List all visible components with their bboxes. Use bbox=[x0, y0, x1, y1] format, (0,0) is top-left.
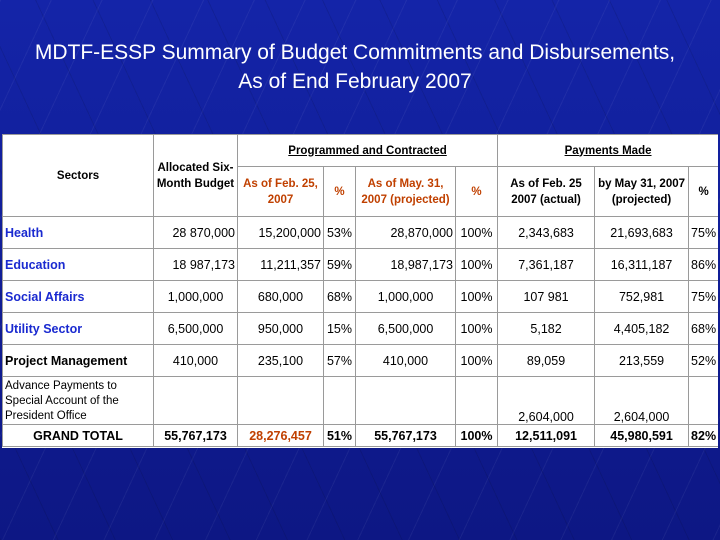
payments-feb-value: 5,182 bbox=[497, 312, 596, 345]
total-payments-may: 45,980,591 bbox=[594, 424, 690, 447]
payments-pct: 75% bbox=[688, 216, 718, 249]
advance-payments-feb: 2,604,000 bbox=[497, 376, 596, 425]
payments-feb-value: 107 981 bbox=[497, 280, 596, 313]
sector-name: Utility Sector bbox=[2, 312, 154, 345]
programmed-may-value: 6,500,000 bbox=[355, 312, 456, 345]
programmed-may-value: 410,000 bbox=[355, 344, 456, 377]
empty-cell bbox=[688, 376, 718, 425]
total-programmed-feb: 28,276,457 bbox=[237, 424, 324, 447]
empty-cell bbox=[153, 376, 238, 425]
header-programmed-group: Programmed and Contracted bbox=[236, 134, 499, 167]
programmed-may-pct: 100% bbox=[454, 312, 499, 345]
programmed-feb-value: 235,100 bbox=[237, 344, 324, 377]
payments-feb-value: 2,343,683 bbox=[497, 216, 596, 249]
advance-label: Advance Payments to Special Account of t… bbox=[2, 376, 154, 425]
table-row: Utility Sector 6,500,000 950,000 15% 6,5… bbox=[2, 312, 718, 345]
programmed-feb-value: 680,000 bbox=[237, 280, 324, 313]
sector-name: Health bbox=[2, 216, 154, 249]
payments-feb-value: 89,059 bbox=[497, 344, 596, 377]
payments-pct: 52% bbox=[688, 344, 718, 377]
grand-total-label: GRAND TOTAL bbox=[2, 424, 154, 447]
header-sectors: Sectors bbox=[2, 134, 154, 217]
sector-name: Project Management bbox=[2, 344, 154, 377]
payments-may-value: 16,311,187 bbox=[594, 248, 690, 281]
total-allocated: 55,767,173 bbox=[153, 424, 238, 447]
allocated-value: 6,500,000 bbox=[153, 312, 238, 345]
payments-may-value: 752,981 bbox=[594, 280, 690, 313]
programmed-may-pct: 100% bbox=[454, 280, 499, 313]
programmed-may-pct: 100% bbox=[454, 344, 499, 377]
programmed-feb-pct: 68% bbox=[323, 280, 356, 313]
total-payments-pct: 82% bbox=[688, 424, 718, 447]
header-payments-feb: As of Feb. 25 2007 (actual) bbox=[497, 166, 596, 217]
header-row-sub: As of Feb. 25, 2007 % As of May. 31, 200… bbox=[3, 166, 718, 217]
header-pct-3: % bbox=[688, 166, 718, 217]
table-row-advance: Advance Payments to Special Account of t… bbox=[2, 376, 718, 425]
programmed-feb-pct: 57% bbox=[323, 344, 356, 377]
table-row: Project Management 410,000 235,100 57% 4… bbox=[2, 344, 718, 377]
empty-cell bbox=[454, 376, 499, 425]
programmed-feb-pct: 59% bbox=[323, 248, 356, 281]
allocated-value: 410,000 bbox=[153, 344, 238, 377]
total-programmed-may: 55,767,173 bbox=[355, 424, 456, 447]
programmed-may-value: 28,870,000 bbox=[355, 216, 456, 249]
programmed-feb-pct: 15% bbox=[323, 312, 356, 345]
payments-pct: 86% bbox=[688, 248, 718, 281]
header-payments-may: by May 31, 2007 (projected) bbox=[594, 166, 690, 217]
header-pct-2: % bbox=[454, 166, 499, 217]
programmed-may-value: 18,987,173 bbox=[355, 248, 456, 281]
empty-cell bbox=[323, 376, 356, 425]
payments-may-value: 21,693,683 bbox=[594, 216, 690, 249]
payments-pct: 68% bbox=[688, 312, 718, 345]
total-programmed-may-pct: 100% bbox=[454, 424, 499, 447]
programmed-may-pct: 100% bbox=[454, 248, 499, 281]
sector-name: Education bbox=[2, 248, 154, 281]
payments-may-value: 213,559 bbox=[594, 344, 690, 377]
programmed-feb-pct: 53% bbox=[323, 216, 356, 249]
allocated-value: 1,000,000 bbox=[153, 280, 238, 313]
budget-table-container: Sectors Allocated Six-Month Budget Progr… bbox=[2, 134, 718, 448]
programmed-may-pct: 100% bbox=[454, 216, 499, 249]
grand-total-row: GRAND TOTAL 55,767,173 28,276,457 51% 55… bbox=[2, 424, 718, 447]
header-as-of-may: As of May. 31, 2007 (projected) bbox=[355, 166, 456, 217]
payments-may-value: 4,405,182 bbox=[594, 312, 690, 345]
allocated-value: 28 870,000 bbox=[153, 216, 238, 249]
table-row: Social Affairs 1,000,000 680,000 68% 1,0… bbox=[2, 280, 718, 313]
slide-title: MDTF-ESSP Summary of Budget Commitments … bbox=[34, 41, 676, 93]
programmed-feb-value: 15,200,000 bbox=[237, 216, 324, 249]
header-payments-group: Payments Made bbox=[497, 134, 718, 167]
payments-pct: 75% bbox=[688, 280, 718, 313]
header-as-of-feb: As of Feb. 25, 2007 bbox=[237, 166, 324, 217]
advance-payments-may: 2,604,000 bbox=[594, 376, 690, 425]
empty-cell bbox=[355, 376, 456, 425]
header-row-top: Sectors Allocated Six-Month Budget Progr… bbox=[2, 134, 718, 217]
sector-name: Social Affairs bbox=[2, 280, 154, 313]
allocated-value: 18 987,173 bbox=[153, 248, 238, 281]
payments-feb-value: 7,361,187 bbox=[497, 248, 596, 281]
empty-cell bbox=[237, 376, 324, 425]
total-payments-feb: 12,511,091 bbox=[497, 424, 596, 447]
table-row: Education 18 987,173 11,211,357 59% 18,9… bbox=[2, 248, 718, 281]
header-pct-1: % bbox=[323, 166, 356, 217]
total-programmed-feb-pct: 51% bbox=[323, 424, 356, 447]
programmed-may-value: 1,000,000 bbox=[355, 280, 456, 313]
header-allocated: Allocated Six-Month Budget bbox=[153, 134, 238, 217]
programmed-feb-value: 11,211,357 bbox=[237, 248, 324, 281]
programmed-feb-value: 950,000 bbox=[237, 312, 324, 345]
budget-table: Sectors Allocated Six-Month Budget Progr… bbox=[2, 134, 718, 447]
table-row: Health 28 870,000 15,200,000 53% 28,870,… bbox=[2, 216, 718, 249]
